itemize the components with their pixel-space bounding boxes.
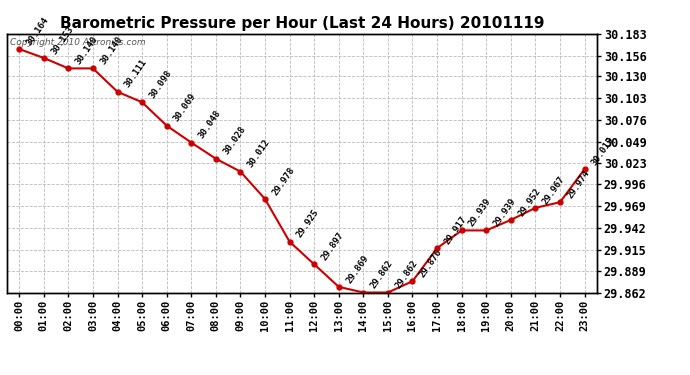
Text: 29.869: 29.869 (344, 253, 370, 285)
Text: 30.028: 30.028 (221, 125, 247, 156)
Text: 30.048: 30.048 (197, 109, 223, 140)
Text: 29.862: 29.862 (393, 259, 420, 290)
Text: 29.967: 29.967 (541, 174, 566, 206)
Text: 30.069: 30.069 (172, 92, 198, 123)
Text: 29.978: 29.978 (270, 165, 297, 197)
Text: 29.925: 29.925 (295, 208, 321, 240)
Text: 29.917: 29.917 (442, 214, 469, 246)
Text: 29.939: 29.939 (492, 196, 518, 228)
Text: 30.140: 30.140 (99, 34, 124, 66)
Text: 30.140: 30.140 (74, 34, 100, 66)
Text: 29.897: 29.897 (319, 231, 346, 262)
Text: Copyright 2010 Artronics.com: Copyright 2010 Artronics.com (10, 38, 146, 46)
Text: 30.098: 30.098 (148, 69, 173, 100)
Title: Barometric Pressure per Hour (Last 24 Hours) 20101119: Barometric Pressure per Hour (Last 24 Ho… (59, 16, 544, 31)
Text: 30.012: 30.012 (246, 138, 272, 170)
Text: 29.952: 29.952 (516, 186, 542, 218)
Text: 29.862: 29.862 (369, 259, 395, 290)
Text: 30.153: 30.153 (49, 24, 75, 56)
Text: 30.015: 30.015 (590, 135, 616, 167)
Text: 29.876: 29.876 (418, 248, 444, 279)
Text: 29.974: 29.974 (566, 168, 591, 200)
Text: 30.164: 30.164 (25, 15, 50, 47)
Text: 30.111: 30.111 (123, 58, 149, 90)
Text: 29.939: 29.939 (467, 196, 493, 228)
